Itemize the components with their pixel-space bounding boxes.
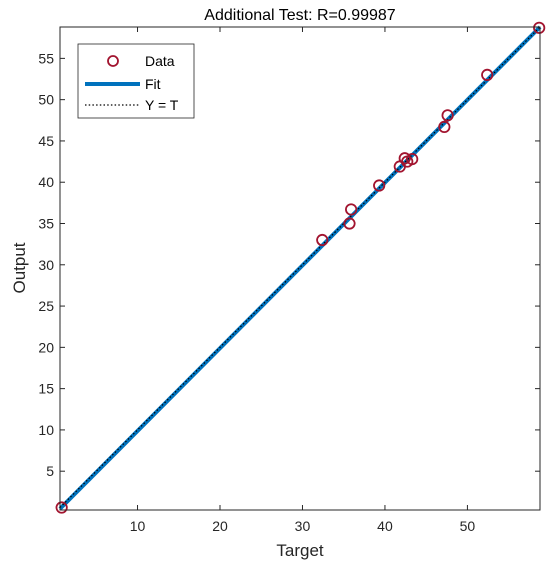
y-tick-label: 25 — [38, 298, 54, 314]
x-tick-label: 30 — [295, 518, 311, 534]
data-point-5 — [373, 179, 386, 192]
data-point-13 — [533, 21, 546, 34]
x-tick-label: 10 — [130, 518, 146, 534]
chart-title: Additional Test: R=0.99987 — [204, 7, 396, 24]
y-axis-label: Output — [10, 242, 29, 293]
data-points — [55, 21, 546, 514]
fit-line — [58, 25, 542, 511]
legend-box — [77, 43, 195, 119]
y-tick-label: 10 — [38, 422, 54, 438]
data-point-7 — [398, 152, 411, 165]
data-point-4 — [345, 203, 358, 216]
y-tick-label: 20 — [38, 339, 54, 355]
y-tick-label: 50 — [38, 92, 54, 108]
plot-frame — [59, 26, 541, 511]
legend: Data Fit Y = T — [77, 43, 195, 119]
x-tick-label: 20 — [212, 518, 228, 534]
x-tick-label: 50 — [460, 518, 476, 534]
y-tick-label: 35 — [38, 216, 54, 232]
x-ticks: 10 20 30 40 50 — [130, 27, 476, 534]
legend-data-marker — [107, 55, 119, 67]
y-tick-label: 45 — [38, 133, 54, 149]
data-point-1 — [55, 501, 68, 514]
data-point-9 — [406, 153, 419, 166]
y-tick-label: 15 — [38, 381, 54, 397]
data-point-10 — [438, 120, 451, 134]
data-point-11 — [441, 109, 454, 122]
y-tick-label: 40 — [38, 174, 54, 190]
y-ticks: 5 10 15 20 25 30 35 40 45 50 55 — [38, 50, 540, 479]
x-axis-label: Target — [276, 541, 324, 560]
legend-identity-label: Y = T — [145, 97, 179, 113]
y-tick-label: 55 — [38, 50, 54, 66]
fit-layer — [58, 25, 542, 511]
data-point-3 — [343, 217, 356, 230]
legend-fit-label: Fit — [145, 76, 161, 92]
y-tick-label: 5 — [46, 463, 54, 479]
data-point-12 — [481, 68, 494, 81]
y-tick-label: 30 — [38, 257, 54, 273]
x-tick-label: 40 — [377, 518, 393, 534]
data-point-2 — [316, 233, 329, 247]
legend-data-label: Data — [145, 53, 175, 69]
